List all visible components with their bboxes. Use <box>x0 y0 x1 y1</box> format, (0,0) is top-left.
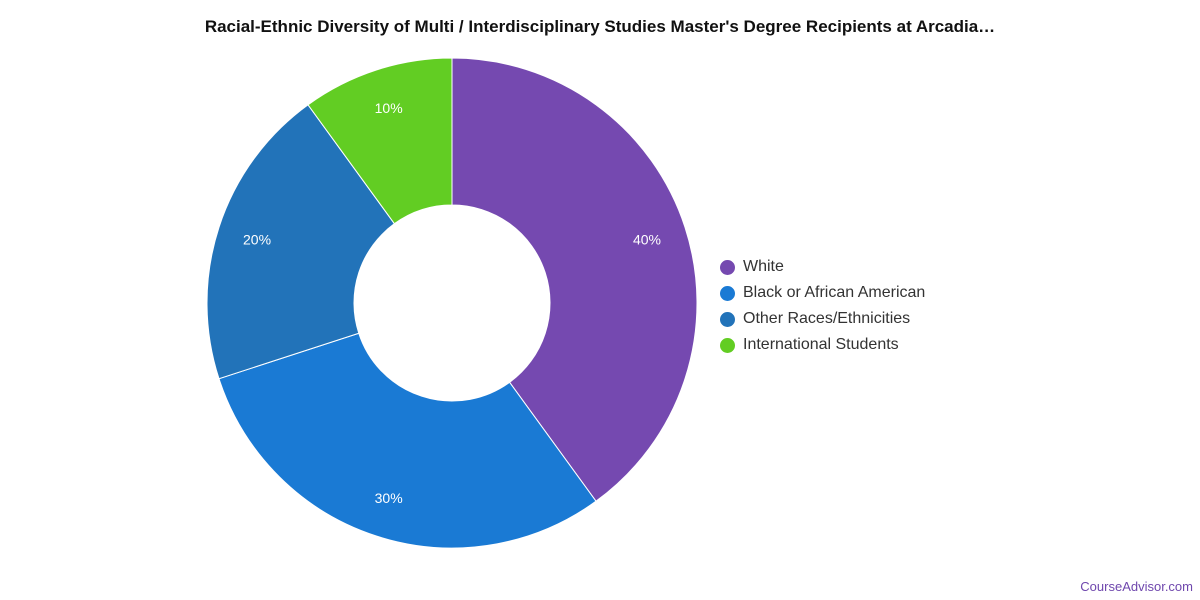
legend-label-international-students: International Students <box>743 336 899 353</box>
slice-label-international-students: 10% <box>375 100 403 116</box>
legend-swatch-white <box>720 259 735 275</box>
legend-item-black-or-african-american[interactable]: Black or African American <box>720 280 925 306</box>
chart-title: Racial-Ethnic Diversity of Multi / Inter… <box>204 17 996 36</box>
legend-label-other-races-ethnicities: Other Races/Ethnicities <box>743 310 911 327</box>
legend-item-other-races-ethnicities[interactable]: Other Races/Ethnicities <box>720 306 925 332</box>
legend: White Black or African American Other Ra… <box>720 254 925 358</box>
legend-item-white[interactable]: White <box>720 254 925 280</box>
legend-label-black-or-african-american: Black or African American <box>743 284 926 301</box>
slice-label-white: 40% <box>633 232 661 248</box>
slice-label-other-races-ethnicities: 20% <box>243 232 271 248</box>
legend-swatch-other-races-ethnicities <box>720 311 735 327</box>
legend-item-international-students[interactable]: International Students <box>720 332 925 358</box>
legend-label-white: White <box>743 258 784 275</box>
slice-other-races-ethnicities[interactable] <box>206 104 396 380</box>
slice-labels-group: 40% 30% 20% 10% <box>243 100 661 506</box>
legend-swatch-black-or-african-american <box>720 285 735 301</box>
slice-black-or-african-american[interactable] <box>218 332 597 549</box>
slice-white[interactable] <box>451 57 698 502</box>
legend-swatch-international-students <box>720 337 735 353</box>
credit-link[interactable]: CourseAdvisor.com <box>1080 579 1193 594</box>
slices-group <box>206 57 698 549</box>
slice-label-black-or-african-american: 30% <box>375 490 403 506</box>
slice-international-students[interactable] <box>307 57 453 225</box>
